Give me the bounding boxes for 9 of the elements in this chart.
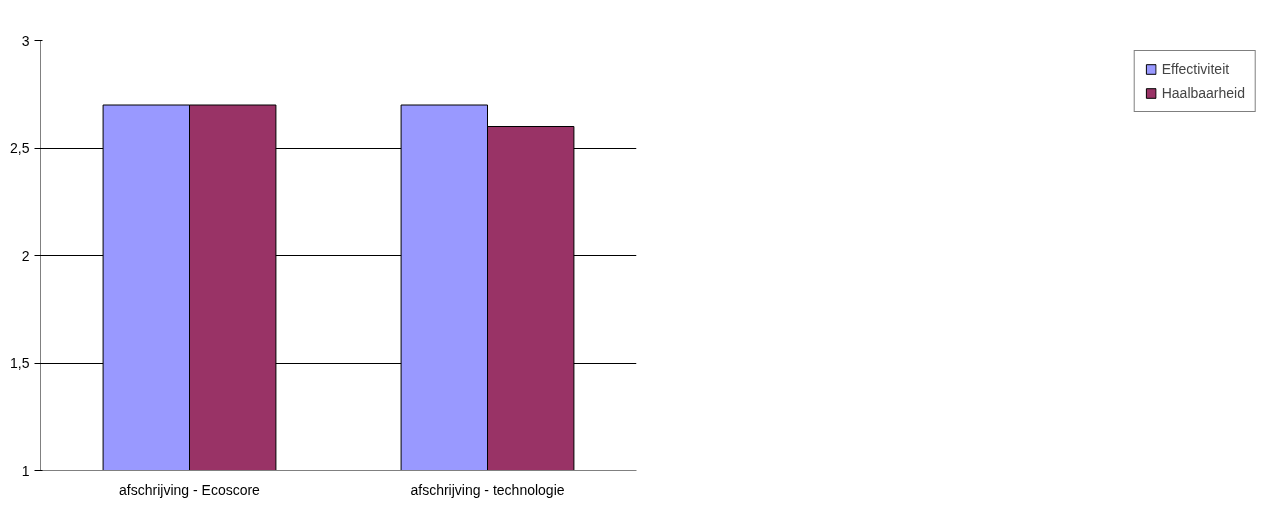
y-tick-label: 2,5 (10, 140, 30, 156)
x-tick-label: afschrijving - Ecoscore (119, 481, 261, 498)
y-tick-label: 3 (21, 32, 30, 49)
y-tick-label: 1,5 (10, 355, 30, 371)
x-tick-label: afschrijving - technologie (410, 481, 565, 498)
legend-label: Haalbaarheid (1161, 85, 1245, 101)
legend-label: Effectiviteit (1161, 61, 1230, 77)
y-tick-label: 1 (21, 462, 30, 479)
y-tick-label: 2 (21, 247, 30, 264)
